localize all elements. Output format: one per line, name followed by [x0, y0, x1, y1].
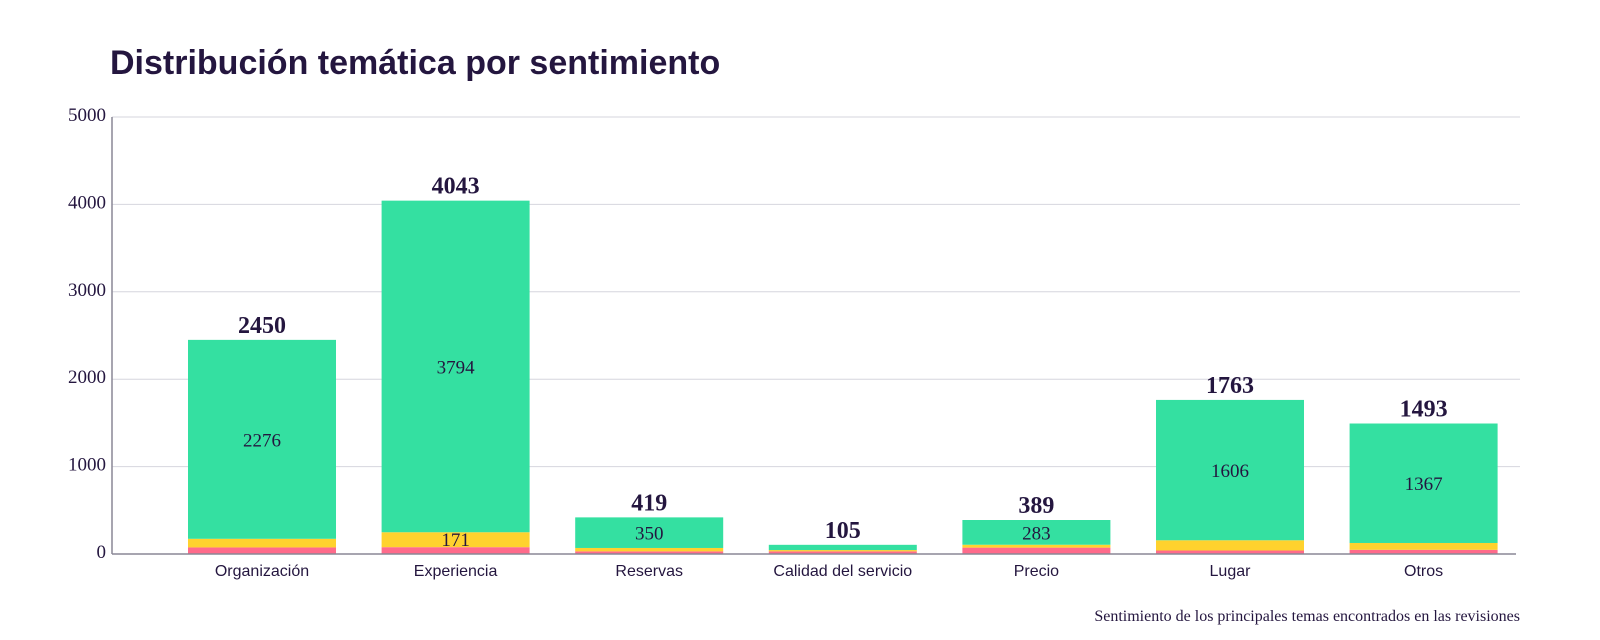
bar-total-label: 1493 — [1400, 397, 1448, 423]
y-tick-label: 3000 — [68, 280, 106, 301]
bar-value-label: 2276 — [243, 430, 281, 451]
x-tick-label: Organización — [215, 563, 309, 580]
y-tick-label: 5000 — [68, 105, 106, 126]
x-tick-label: Precio — [1014, 563, 1059, 580]
bar-segment — [962, 520, 1111, 545]
bar-value-label: 283 — [1022, 523, 1051, 544]
bar-value-label: 1606 — [1211, 461, 1249, 482]
bar-total-label: 389 — [1018, 493, 1054, 519]
bar-value-label: 3794 — [437, 357, 476, 378]
x-tick-label: Experiencia — [414, 563, 498, 580]
bar-segment — [188, 538, 336, 548]
y-axis-ticks: 0 1000 2000 3000 4000 5000 — [68, 105, 106, 563]
y-tick-label: 0 — [97, 542, 107, 563]
bar-value-label: 1367 — [1405, 474, 1443, 495]
bar-segment — [381, 200, 530, 533]
x-tick-label: Reservas — [615, 563, 683, 580]
bar-segment — [962, 544, 1111, 548]
bar-segment — [768, 550, 917, 552]
bar-labels: 2450 2276 4043 3794 171 419 350 105 389 283 1763 16… — [238, 174, 1448, 552]
bar-segment — [1156, 540, 1304, 551]
x-axis-ticks: Organización Experiencia Reservas Calidad d… — [215, 563, 1443, 580]
bar-segment — [962, 547, 1111, 554]
bar-value-label: 350 — [635, 524, 664, 545]
bar-value-label: 171 — [441, 530, 470, 551]
bar-segment — [1156, 399, 1304, 541]
bar-segment — [381, 532, 530, 548]
y-tick-label: 1000 — [68, 455, 106, 476]
bars — [188, 200, 1498, 554]
bar-total-label: 4043 — [432, 174, 480, 200]
x-tick-label: Otros — [1404, 563, 1443, 580]
bar-total-label: 1763 — [1206, 373, 1254, 399]
bar-segment — [575, 547, 724, 552]
bar-segment — [768, 551, 917, 554]
bar-total-label: 419 — [631, 490, 667, 516]
chart-caption: Sentimiento de los principales temas enc… — [1094, 608, 1520, 625]
y-tick-label: 2000 — [68, 367, 106, 388]
y-tick-label: 4000 — [68, 192, 106, 213]
bar-segment — [381, 547, 530, 554]
bar-segment — [1156, 550, 1304, 554]
bar-segment — [768, 544, 917, 551]
x-tick-label: Calidad del servicio — [773, 563, 912, 580]
bar-segment — [1349, 549, 1498, 554]
bar-segment — [1349, 542, 1498, 550]
bar-segment — [188, 339, 336, 539]
chart-title: Distribución temática por sentimiento — [110, 44, 720, 82]
bar-total-label: 2450 — [238, 313, 286, 339]
bar-segment — [1349, 423, 1498, 543]
x-tick-label: Lugar — [1210, 563, 1252, 580]
bar-segment — [575, 551, 724, 554]
bar-segment — [575, 517, 724, 548]
bar-total-label: 105 — [825, 518, 861, 544]
bar-segment — [188, 547, 336, 554]
